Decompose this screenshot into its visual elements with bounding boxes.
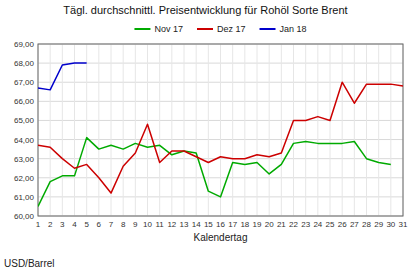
plot-frame [38, 44, 403, 216]
chart-title: Tägl. durchschnittl. Preisentwicklung fü… [63, 4, 347, 16]
grid-line-x [220, 44, 221, 216]
legend-item: Dez 17 [197, 24, 246, 34]
grid-line-x [171, 44, 172, 216]
grid-line-x [354, 44, 355, 216]
x-tick-label: 18 [240, 220, 249, 229]
legend-swatch [134, 28, 150, 30]
series-line [38, 63, 87, 90]
grid-line-x [305, 44, 306, 216]
grid-line-x [342, 44, 343, 216]
y-tick-label: 66,00 [14, 97, 35, 106]
x-tick-label: 31 [399, 220, 408, 229]
x-tick-label: 2 [48, 220, 53, 229]
x-tick-label: 7 [109, 220, 114, 229]
y-tick-label: 63,00 [14, 155, 35, 164]
x-tick-label: 27 [350, 220, 359, 229]
grid-line-x [98, 44, 99, 216]
x-axis-label: Kalendertag [194, 232, 248, 243]
series-line [38, 82, 403, 193]
series-line [38, 138, 391, 207]
grid-line-x [378, 44, 379, 216]
x-tick-label: 17 [228, 220, 237, 229]
grid-line-x [135, 44, 136, 216]
x-tick-label: 20 [265, 220, 274, 229]
grid-line-x [257, 44, 258, 216]
legend-label: Dez 17 [217, 24, 246, 34]
chart: 60,00 61,00 62,00 63,00 64,00 65,00 66,00 67,00… [0, 0, 411, 273]
grid-line-x [366, 44, 367, 216]
x-tick-label: 19 [253, 220, 262, 229]
grid-line-x [74, 44, 75, 216]
grid-line-x [86, 44, 87, 216]
grid-line-x [184, 44, 185, 216]
x-tick-label: 30 [386, 220, 395, 229]
y-tick-label: 69,00 [14, 40, 35, 49]
grid-line-x [123, 44, 124, 216]
plot-area [38, 44, 403, 216]
grid-line-x [317, 44, 318, 216]
x-tick-label: 25 [326, 220, 335, 229]
x-tick-label: 24 [313, 220, 322, 229]
x-tick-label: 6 [97, 220, 102, 229]
x-tick-label: 21 [277, 220, 286, 229]
y-tick-label: 65,00 [14, 116, 35, 125]
grid-line-x [244, 44, 245, 216]
grid-line-x [196, 44, 197, 216]
x-tick-label: 23 [301, 220, 310, 229]
y-tick-label: 68,00 [14, 59, 35, 68]
legend: Nov 17 Dez 17 Jan 18 [134, 24, 306, 34]
x-tick-label: 14 [192, 220, 201, 229]
grid-line-x [269, 44, 270, 216]
x-tick-label: 9 [133, 220, 138, 229]
x-tick-label: 11 [156, 220, 165, 229]
y-tick-label: 62,00 [14, 174, 35, 183]
legend-swatch [197, 28, 213, 30]
legend-label: Nov 17 [154, 24, 183, 34]
legend-swatch [260, 28, 276, 30]
grid [38, 44, 403, 216]
grid-line-x [281, 44, 282, 216]
y-tick-label: 61,00 [14, 193, 35, 202]
x-tick-label: 16 [216, 220, 225, 229]
x-tick-label: 3 [60, 220, 65, 229]
x-tick-label: 10 [143, 220, 152, 229]
x-tick-label: 12 [167, 220, 176, 229]
grid-line-x [111, 44, 112, 216]
grid-line-x [330, 44, 331, 216]
grid-line-x [390, 44, 391, 216]
x-tick-label: 15 [204, 220, 213, 229]
x-tick-label: 4 [72, 220, 77, 229]
y-axis-label: USD/Barrel [4, 258, 55, 269]
series-lines [38, 63, 403, 206]
grid-line-x [62, 44, 63, 216]
grid-line-x [50, 44, 51, 216]
grid-line-x [293, 44, 294, 216]
grid-line-x [159, 44, 160, 216]
x-tick-label: 28 [362, 220, 371, 229]
x-tick-label: 5 [84, 220, 89, 229]
legend-item: Jan 18 [260, 24, 307, 34]
x-tick-label: 8 [121, 220, 126, 229]
y-tick-label: 60,00 [14, 212, 35, 221]
x-tick-label: 13 [180, 220, 189, 229]
y-tick-label: 64,00 [14, 136, 35, 145]
y-tick-label: 67,00 [14, 78, 35, 87]
x-tick-label: 22 [289, 220, 298, 229]
grid-line-x [232, 44, 233, 216]
legend-item: Nov 17 [134, 24, 183, 34]
grid-line-x [147, 44, 148, 216]
x-tick-label: 26 [338, 220, 347, 229]
legend-label: Jan 18 [280, 24, 307, 34]
x-tick-label: 29 [374, 220, 383, 229]
x-tick-label: 1 [36, 220, 41, 229]
